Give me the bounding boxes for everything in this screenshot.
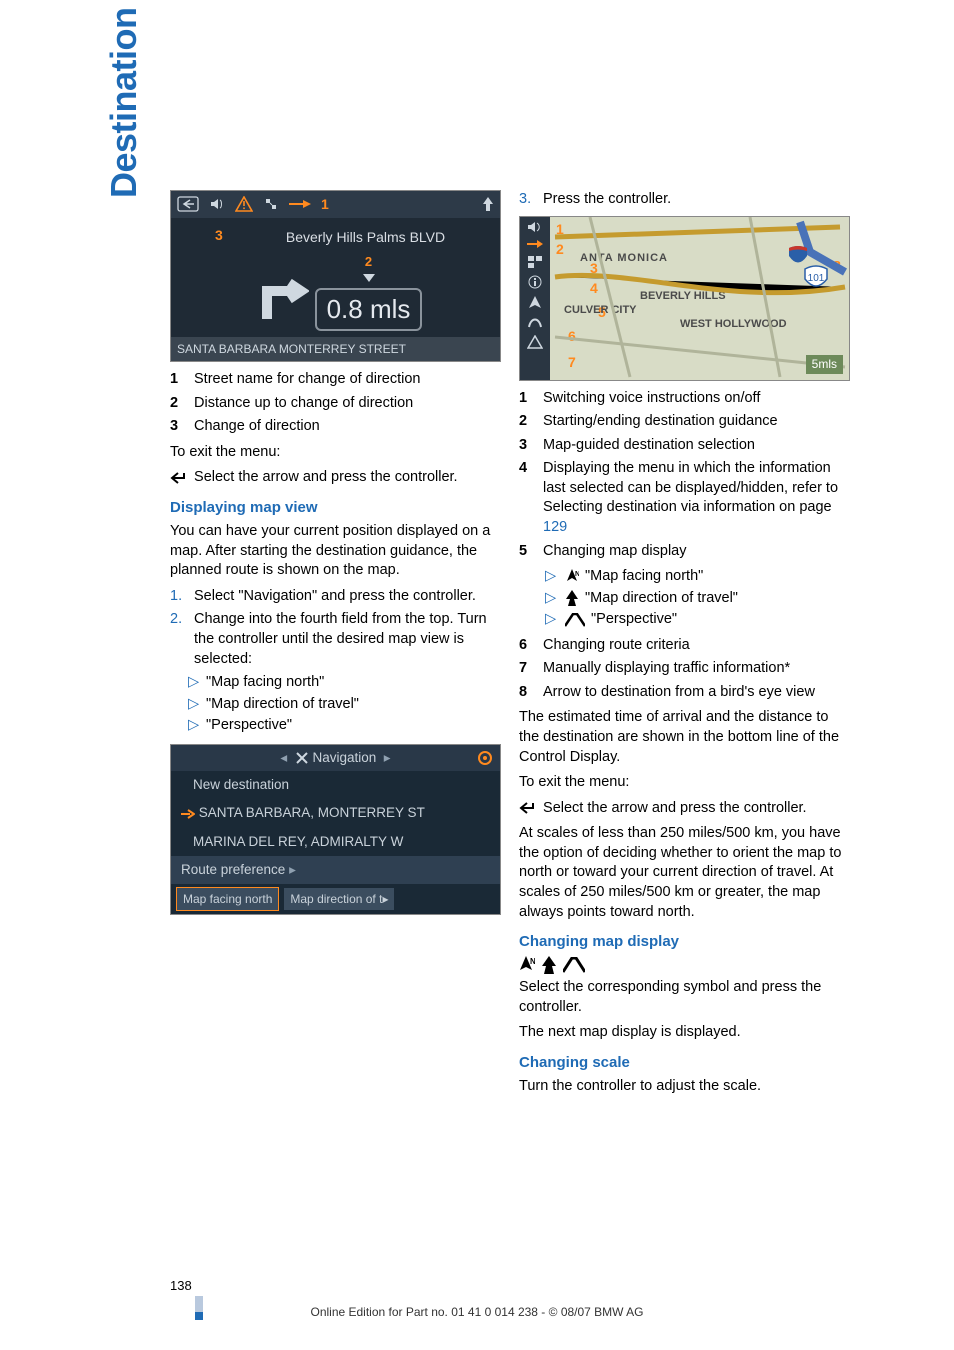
change-display-p1: Select the corresponding symbol and pres… bbox=[519, 978, 850, 1017]
callout-3: 3 bbox=[215, 226, 223, 245]
dest-arrow-icon bbox=[527, 239, 543, 249]
callout-2: 2 bbox=[315, 253, 423, 271]
sat-icon bbox=[263, 196, 279, 212]
travel-arrow-icon bbox=[565, 590, 579, 606]
north-arrow-icon: N bbox=[519, 956, 535, 974]
callout-1: 1 bbox=[321, 195, 329, 214]
exit-menu-line-2: Select the arrow and press the controlle… bbox=[519, 799, 850, 819]
triangle-bullet-icon: ▷ bbox=[545, 589, 559, 609]
navmenu-row: MARINA DEL REY, ADMIRALTY W bbox=[171, 828, 500, 856]
map-leftbar bbox=[520, 217, 550, 380]
eta-paragraph: The estimated time of arrival and the di… bbox=[519, 708, 850, 767]
north-icon bbox=[527, 295, 543, 309]
navmenu-row: Route preference ▸ bbox=[171, 856, 500, 884]
navmenu-row: SANTA BARBARA, MONTERREY ST bbox=[171, 799, 500, 827]
side-tab-text: Destination guidance bbox=[103, 0, 144, 198]
info-icon bbox=[528, 275, 542, 289]
navmenu-btn-travel: Map direction of t▸ bbox=[284, 888, 394, 910]
up-arrow-icon bbox=[482, 196, 494, 212]
triangle-bullet-icon: ▷ bbox=[188, 695, 202, 715]
map-legend: 1Switching voice instructions on/off 2St… bbox=[519, 389, 850, 562]
svg-text:N: N bbox=[530, 957, 535, 966]
section-side-tab: Destination guidance bbox=[100, 0, 149, 198]
distance-box: 0.8 mls bbox=[315, 288, 423, 331]
navmenu-btn-north: Map facing north bbox=[177, 888, 278, 910]
triangle-bullet-icon: ▷ bbox=[545, 567, 559, 587]
screenshot-legend: 1Street name for change of direction 2Di… bbox=[170, 370, 501, 437]
controller-dot-icon bbox=[478, 751, 492, 765]
interstate-shield-icon bbox=[787, 245, 809, 272]
three-map-glyphs: N bbox=[519, 956, 850, 974]
heading-displaying-map-view: Displaying map view bbox=[170, 498, 501, 518]
svg-text:101: 101 bbox=[808, 273, 825, 284]
north-arrow-icon: N bbox=[565, 569, 579, 585]
screenshot-topbar: 1 bbox=[171, 191, 500, 218]
change-scale-p: Turn the controller to adjust the scale. bbox=[519, 1077, 850, 1097]
svg-text:N: N bbox=[575, 571, 579, 578]
turn-arrow-icon bbox=[249, 261, 309, 323]
dest-arrow-icon bbox=[289, 199, 311, 209]
voice-icon bbox=[527, 221, 543, 233]
page-link[interactable]: 129 bbox=[543, 519, 567, 535]
traffic-triangle-icon bbox=[527, 335, 543, 349]
triangle-bullet-icon: ▷ bbox=[545, 610, 559, 630]
navmenu-row: New destination bbox=[171, 771, 500, 799]
navigation-menu-screenshot: ◂ Navigation ▸ New destination SANTA BAR… bbox=[170, 744, 501, 915]
change-display-p2: The next map display is displayed. bbox=[519, 1023, 850, 1043]
dest-flag-icon bbox=[181, 809, 195, 819]
nav-x-icon bbox=[295, 751, 309, 765]
page-number: 138 bbox=[170, 1277, 192, 1295]
back-icon bbox=[177, 196, 199, 212]
scale-paragraph: At scales of less than 250 miles/500 km,… bbox=[519, 824, 850, 922]
exit-menu-line: Select the arrow and press the controlle… bbox=[170, 468, 501, 488]
map-scale-badge: 5mls bbox=[806, 355, 843, 373]
triangle-bullet-icon: ▷ bbox=[188, 673, 202, 693]
voice-icon bbox=[209, 196, 225, 212]
page-content: 1 3 Beverly Hills Palms BLVD 2 0.8 mls bbox=[170, 190, 850, 1103]
heading-changing-scale: Changing scale bbox=[519, 1053, 850, 1073]
map-view-intro: You can have your current position displ… bbox=[170, 522, 501, 581]
warning-triangle-icon bbox=[235, 196, 253, 212]
direction-guidance-screenshot: 1 3 Beverly Hills Palms BLVD 2 0.8 mls bbox=[170, 190, 501, 362]
right-column: 3.Press the controller. 1 2 3 4 5 6 7 8 … bbox=[519, 190, 850, 1103]
perspective-icon bbox=[563, 957, 585, 973]
screenshot-main: 3 Beverly Hills Palms BLVD 2 0.8 mls bbox=[171, 218, 500, 337]
heading-changing-map-display: Changing map display bbox=[519, 932, 850, 952]
navmenu-header: ◂ Navigation ▸ bbox=[171, 745, 500, 771]
down-tick-icon bbox=[362, 273, 376, 283]
current-street-bar: SANTA BARBARA MONTERREY STREET bbox=[171, 337, 500, 361]
map-select-icon bbox=[527, 255, 543, 269]
exit-menu-label-2: To exit the menu: bbox=[519, 773, 850, 793]
travel-arrow-icon bbox=[541, 956, 557, 974]
back-arrow-glyph-icon bbox=[170, 471, 190, 485]
triangle-bullet-icon: ▷ bbox=[188, 716, 202, 736]
navmenu-buttons: Map facing north Map direction of t▸ bbox=[171, 884, 500, 914]
back-arrow-glyph-icon bbox=[519, 801, 539, 815]
page-footer: Online Edition for Part no. 01 41 0 014 … bbox=[0, 1304, 954, 1320]
left-column: 1 3 Beverly Hills Palms BLVD 2 0.8 mls bbox=[170, 190, 501, 1103]
next-street: Beverly Hills Palms BLVD bbox=[231, 228, 500, 247]
exit-menu-label: To exit the menu: bbox=[170, 443, 501, 463]
route-icon bbox=[527, 315, 543, 329]
map-view-steps: 1.Select "Navigation" and press the cont… bbox=[170, 587, 501, 736]
perspective-icon bbox=[565, 613, 585, 627]
map-screenshot: 1 2 3 4 5 6 7 8 ANTA MONICA BEVERLY HILL… bbox=[519, 216, 850, 381]
